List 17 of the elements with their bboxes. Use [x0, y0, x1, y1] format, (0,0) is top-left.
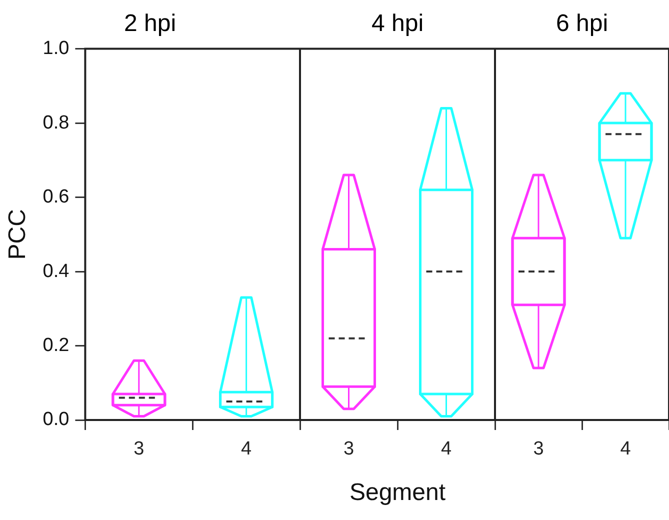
x-tick-label: 3: [533, 438, 544, 460]
chart-title: 6 hpi: [556, 10, 608, 38]
x-tick-label: 4: [620, 438, 632, 460]
y-tick-label: 0.6: [42, 186, 70, 208]
chart-title: 4 hpi: [371, 10, 424, 38]
x-tick-label: 4: [440, 438, 452, 460]
y-tick-label: 0.2: [42, 334, 70, 356]
x-tick-label: 3: [343, 438, 354, 460]
y-axis-title: PCC: [4, 209, 32, 260]
y-tick-label: 0.4: [42, 260, 70, 282]
x-tick-label: 4: [241, 438, 252, 460]
chart-title: 2 hpi: [124, 10, 176, 38]
y-tick-label: 0.0: [42, 409, 70, 430]
x-tick-label: 3: [134, 438, 144, 460]
x-axis-title: Segment: [349, 479, 446, 506]
y-tick-label: 1.0: [42, 38, 70, 60]
y-tick-label: 0.8: [42, 112, 70, 134]
